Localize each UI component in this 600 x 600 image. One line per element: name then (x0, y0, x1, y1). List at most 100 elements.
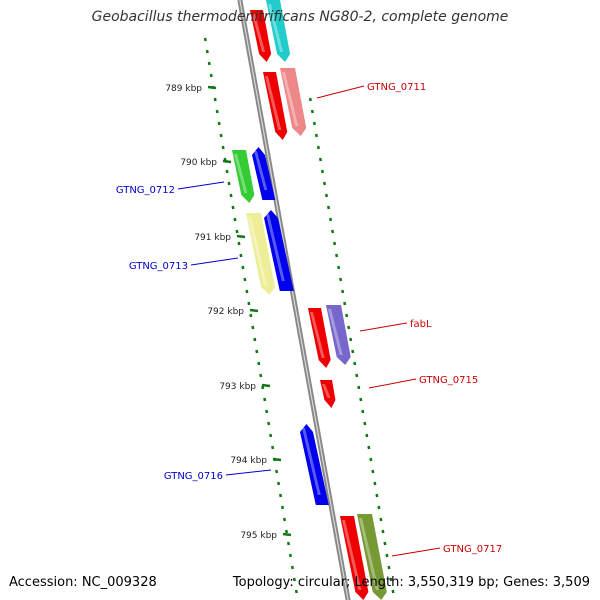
gene-0715-red-sheen (322, 384, 331, 398)
tick-dot (207, 61, 211, 66)
tick-dot (277, 481, 281, 486)
gene-label-gtng-0716: GTNG_0716 (164, 471, 223, 482)
tick-dot (322, 181, 327, 186)
tick-dot (215, 109, 219, 114)
gene-top-cyan-body (266, 0, 291, 62)
tick-dot (367, 445, 371, 450)
gene-label-leader-6 (391, 547, 441, 557)
tick-dot (312, 121, 316, 126)
scale-label-3: 792 kbp (207, 307, 244, 317)
gene-0717-olive-sheen (359, 518, 379, 590)
scale-tick-3 (249, 308, 259, 313)
gene-0711-salmon-sheen (282, 72, 299, 126)
gene-top-cyan (266, 0, 291, 62)
gene-0713-blue-body (264, 210, 294, 291)
tick-dot (219, 133, 223, 138)
tick-dot (229, 193, 233, 198)
tick-dot (326, 205, 331, 210)
gene-top-red-sheen (252, 14, 266, 52)
gene-label-leader-4 (368, 378, 417, 389)
gene-0716-blue-body (300, 424, 329, 505)
tick-dot (253, 337, 257, 342)
tick-dot (381, 529, 385, 534)
gene-0713-blue-sheen (266, 214, 285, 281)
gene-0715-red (320, 380, 336, 408)
tick-dot (363, 421, 367, 426)
gene-0713-yellow (246, 213, 275, 295)
tick-dot (324, 193, 329, 198)
scale-label-5: 794 kbp (230, 456, 267, 466)
gene-label-gtng-0715: GTNG_0715 (419, 375, 478, 386)
tick-dot (241, 265, 245, 270)
tick-dot (308, 97, 312, 102)
gene-top-red (250, 10, 272, 62)
tick-dot (369, 457, 373, 462)
gene-0717-red-body (340, 516, 369, 600)
tick-dot (233, 217, 237, 222)
tick-dot (385, 553, 389, 558)
tick-dot (316, 145, 320, 150)
scale-tick-1 (222, 159, 232, 164)
tick-dot (375, 493, 379, 498)
tick-dot (261, 385, 265, 390)
gene-label-leader-5 (225, 469, 272, 476)
tick-dot (237, 241, 241, 246)
gene-label-leader-3 (359, 322, 408, 332)
tick-dot (243, 277, 247, 282)
gene-fabl-red-body (308, 308, 331, 368)
tick-dot (365, 433, 369, 438)
gene-top-red-body (250, 10, 272, 62)
tick-dot (391, 589, 395, 594)
scale-label-2: 791 kbp (194, 233, 231, 243)
gene-label-leader-1 (177, 181, 225, 190)
tick-dot (263, 397, 267, 402)
tick-dot (351, 349, 355, 354)
tick-dot (353, 361, 357, 366)
scale-label-4: 793 kbp (219, 382, 256, 392)
tick-dot (361, 409, 365, 414)
tick-dot (383, 541, 387, 546)
gene-0711-red-sheen (265, 76, 282, 130)
tick-dot (377, 505, 381, 510)
left-tick-track (203, 37, 298, 594)
tick-dot (329, 217, 333, 222)
tick-dot (209, 73, 213, 78)
tick-dot (279, 493, 283, 498)
gene-label-gtng-0717: GTNG_0717 (443, 544, 502, 555)
gene-0716-blue-sheen (302, 428, 321, 495)
tick-dot (339, 277, 343, 282)
scale-label-6: 795 kbp (240, 531, 277, 541)
tick-dot (345, 313, 349, 318)
tick-dot (269, 433, 273, 438)
tick-dot (245, 289, 249, 294)
gene-fabl-red-sheen (310, 312, 325, 358)
tick-dot (333, 241, 337, 246)
gene-0717-red (340, 516, 369, 600)
gene-label-gtng-0711: GTNG_0711 (367, 82, 426, 93)
tick-dot (379, 517, 383, 522)
tick-dot (239, 253, 243, 258)
tick-dot (221, 145, 225, 150)
accession-info: Accession: NC_009328 (9, 575, 157, 590)
tick-dot (286, 541, 290, 546)
tick-dot (349, 337, 353, 342)
scale-label-1: 790 kbp (180, 158, 217, 168)
backbone-highlight (239, 0, 349, 600)
gene-0717-olive (357, 514, 387, 600)
tick-dot (290, 565, 294, 570)
tick-dot (213, 97, 217, 102)
gene-0711-salmon-body (280, 68, 307, 136)
tick-dot (357, 385, 361, 390)
tick-dot (331, 229, 335, 234)
tick-dot (373, 481, 377, 486)
gene-label-gtng-0713: GTNG_0713 (129, 261, 188, 272)
tick-dot (355, 373, 359, 378)
gene-0713-yellow-sheen (248, 217, 267, 285)
tick-dot (267, 421, 271, 426)
tick-dot (335, 253, 339, 258)
tick-dot (389, 577, 393, 582)
tick-dot (314, 133, 318, 138)
gene-0711-salmon (280, 68, 307, 136)
